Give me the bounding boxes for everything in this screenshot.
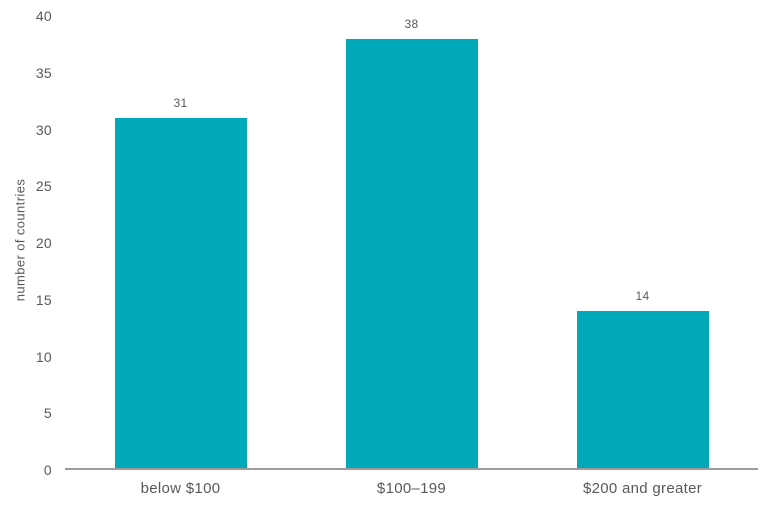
y-tick-label: 20 (35, 235, 52, 251)
categories-row: below $100 $100–199 $200 and greater (65, 480, 758, 497)
x-axis-line (65, 468, 758, 470)
y-tick-label: 40 (35, 8, 52, 24)
bar (345, 38, 478, 468)
y-tick-label: 0 (43, 462, 52, 478)
bar-slot: 14 (527, 16, 758, 470)
bar-slot: 38 (296, 16, 527, 470)
bar (114, 118, 247, 468)
y-tick-label: 25 (35, 178, 52, 195)
bar-value-label: 38 (404, 16, 419, 31)
y-axis-ticks: 0 5 10 15 20 25 30 35 40 (0, 9, 52, 477)
bars-row: 31 38 14 (65, 16, 758, 470)
x-category-label: $100–199 (376, 480, 447, 497)
plot-area: 31 38 14 (65, 16, 758, 470)
y-tick-label: 15 (35, 291, 52, 308)
y-tick-label: 10 (35, 348, 52, 365)
y-tick-label: 30 (35, 121, 52, 138)
y-tick-label: 5 (43, 405, 52, 422)
x-category-label: below $100 (140, 480, 221, 497)
y-tick-label: 35 (35, 64, 52, 81)
bar-slot: 31 (65, 16, 296, 470)
bar-value-label: 31 (173, 96, 188, 111)
x-category-label: $200 and greater (582, 480, 703, 497)
bar (576, 311, 709, 468)
bar-value-label: 14 (635, 289, 650, 304)
